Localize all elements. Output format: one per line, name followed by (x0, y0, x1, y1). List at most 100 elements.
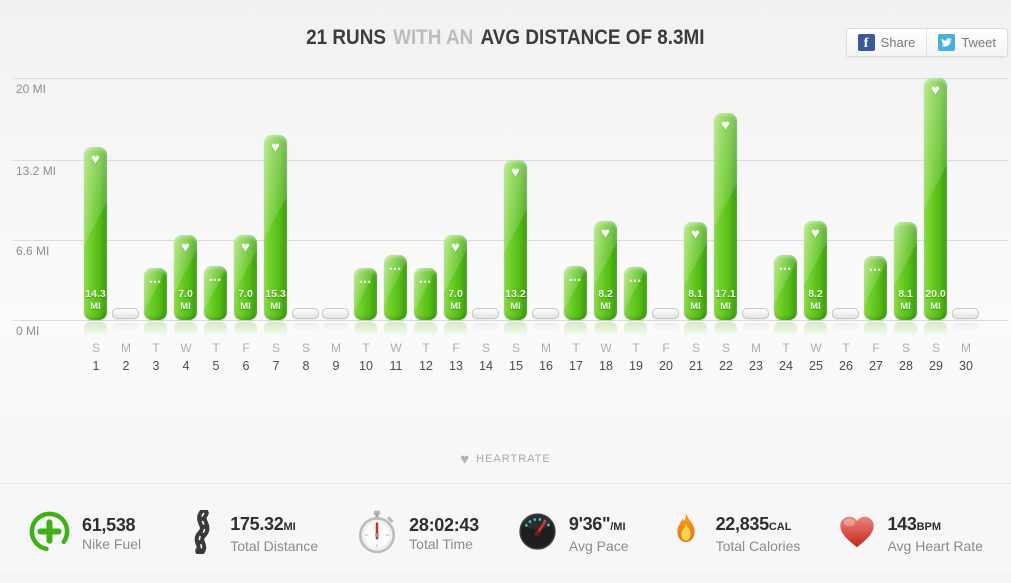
bar-value-label: 7.0 MI (178, 288, 193, 313)
stat-label: Total Distance (230, 537, 319, 554)
day-column-3[interactable]: ••• (141, 0, 171, 337)
stat-label: Avg Heart Rate (887, 537, 983, 554)
day-column-12[interactable]: ••• (411, 0, 441, 337)
day-column-2[interactable] (111, 0, 141, 331)
run-bar-day-21[interactable]: ♥ 8.1 MI (684, 222, 707, 320)
weekday-letter: S (481, 341, 490, 355)
day-column-19[interactable]: ••• (621, 0, 651, 337)
weekday-letter: S (271, 341, 280, 355)
day-column-24[interactable]: ••• (771, 0, 801, 337)
x-axis-day-12: T 12 (411, 341, 441, 373)
run-bar-day-22[interactable]: ♥ 17.1 MI (714, 113, 737, 320)
x-axis-day-13: F 13 (441, 341, 471, 373)
x-axis-day-28: S 28 (891, 341, 921, 373)
day-column-27[interactable]: ••• (861, 0, 891, 337)
hidden-value-dots-icon: ••• (419, 277, 432, 287)
day-column-6[interactable]: ♥ 7.0 MI (231, 0, 261, 337)
run-bar-day-7[interactable]: ♥ 15.3 MI (264, 135, 287, 320)
day-column-11[interactable]: ••• (381, 0, 411, 337)
weekday-letter: F (242, 341, 250, 355)
day-column-8[interactable] (291, 0, 321, 331)
day-column-29[interactable]: ♥ 20.0 MI (921, 0, 951, 337)
run-bar-day-18[interactable]: ♥ 8.2 MI (594, 221, 617, 320)
x-axis-day-20: F 20 (651, 341, 681, 373)
hidden-value-dots-icon: ••• (209, 275, 222, 285)
day-number: 22 (719, 359, 733, 373)
rest-day-reflection (653, 323, 679, 331)
social-share-group: f Share Tweet (845, 28, 1008, 57)
day-column-4[interactable]: ♥ 7.0 MI (171, 0, 201, 337)
day-column-14[interactable] (471, 0, 501, 331)
run-bar-day-27[interactable]: ••• (864, 256, 887, 320)
rest-day-pill (472, 308, 499, 319)
day-column-5[interactable]: ••• (201, 0, 231, 337)
run-bar-day-1[interactable]: ♥ 14.3 MI (84, 147, 107, 320)
bar-reflection (384, 322, 407, 337)
day-column-16[interactable] (531, 0, 561, 331)
tweet-button[interactable]: Tweet (927, 29, 1007, 56)
day-column-17[interactable]: ••• (561, 0, 591, 337)
run-bar-day-5[interactable]: ••• (204, 266, 227, 320)
day-column-23[interactable] (741, 0, 771, 331)
run-bar-day-19[interactable]: ••• (624, 267, 647, 320)
run-bar-day-3[interactable]: ••• (144, 268, 167, 320)
run-bar-day-10[interactable]: ••• (354, 268, 377, 320)
weekday-letter: W (180, 341, 192, 355)
heart-icon: ♥ (460, 451, 471, 468)
facebook-share-button[interactable]: f Share (846, 29, 928, 56)
run-bar-day-13[interactable]: ♥ 7.0 MI (444, 235, 467, 320)
x-axis-day-30: M 30 (951, 341, 981, 373)
summary-stats-bar: 61,538 Nike Fuel 175.32MI Total Distance… (0, 494, 1011, 574)
road-icon (177, 507, 221, 559)
bar-value-label: 8.2 MI (808, 288, 823, 313)
y-axis-tick-label: 6.6 MI (16, 244, 50, 259)
day-column-18[interactable]: ♥ 8.2 MI (591, 0, 621, 337)
day-column-30[interactable] (951, 0, 981, 331)
x-axis-day-10: T 10 (351, 341, 381, 373)
day-number: 17 (569, 359, 583, 373)
run-bar-day-24[interactable]: ••• (774, 255, 797, 320)
bar-reflection (174, 322, 197, 337)
weekday-letter: M (541, 341, 551, 355)
day-column-20[interactable] (651, 0, 681, 331)
bar-reflection (444, 322, 467, 337)
day-column-26[interactable] (831, 0, 861, 331)
day-column-25[interactable]: ♥ 8.2 MI (801, 0, 831, 337)
run-bar-day-25[interactable]: ♥ 8.2 MI (804, 221, 827, 320)
weekday-letter: T (212, 341, 220, 355)
rest-day-reflection (833, 323, 859, 331)
plot-area: ♥ 14.3 MI ••• ♥ 7.0 MI ••• ♥ 7.0 MI ♥ 15.3 MI ••• ••• ••… (81, 0, 981, 337)
stat-avg-heart-rate: 143BPM Avg Heart Rate (836, 511, 983, 558)
run-bar-day-15[interactable]: ♥ 13.2 MI (504, 160, 527, 320)
stat-unit: BPM (916, 520, 942, 533)
run-bar-day-4[interactable]: ♥ 7.0 MI (174, 235, 197, 320)
stat-label: Nike Fuel (82, 536, 142, 552)
chart-legend: ♥ HEARTRATE (0, 451, 1011, 468)
day-column-22[interactable]: ♥ 17.1 MI (711, 0, 741, 337)
day-column-28[interactable]: 8.1 MI (891, 0, 921, 337)
stat-unit: /MI (610, 520, 626, 533)
run-bar-day-12[interactable]: ••• (414, 268, 437, 320)
day-column-10[interactable]: ••• (351, 0, 381, 337)
day-column-15[interactable]: ♥ 13.2 MI (501, 0, 531, 337)
run-bar-day-11[interactable]: ••• (384, 255, 407, 320)
run-bar-day-29[interactable]: ♥ 20.0 MI (924, 78, 947, 320)
run-bar-day-6[interactable]: ♥ 7.0 MI (234, 235, 257, 320)
weekday-letter: T (422, 341, 430, 355)
day-column-13[interactable]: ♥ 7.0 MI (441, 0, 471, 337)
rest-day-pill (952, 308, 979, 319)
stat-value: 28:02:43 (409, 515, 479, 535)
hidden-value-dots-icon: ••• (569, 275, 582, 285)
heartrate-icon: ♥ (811, 225, 820, 242)
day-column-1[interactable]: ♥ 14.3 MI (81, 0, 111, 337)
day-column-21[interactable]: ♥ 8.1 MI (681, 0, 711, 337)
run-bar-day-17[interactable]: ••• (564, 266, 587, 320)
day-column-7[interactable]: ♥ 15.3 MI (261, 0, 291, 337)
bar-reflection (924, 322, 947, 337)
day-column-9[interactable] (321, 0, 351, 331)
run-bar-day-28[interactable]: 8.1 MI (894, 222, 917, 320)
x-axis-day-17: T 17 (561, 341, 591, 373)
bar-reflection (894, 322, 917, 337)
